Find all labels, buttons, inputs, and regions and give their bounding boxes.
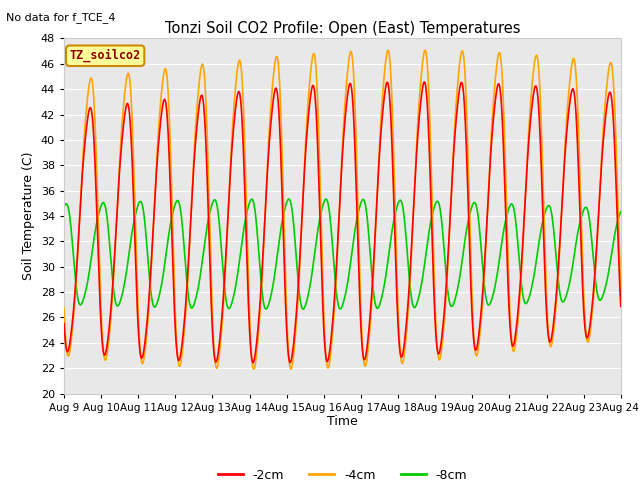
Legend: -2cm, -4cm, -8cm: -2cm, -4cm, -8cm [212, 464, 472, 480]
X-axis label: Time: Time [327, 415, 358, 429]
Text: TZ_soilco2: TZ_soilco2 [70, 49, 141, 62]
Text: No data for f_TCE_4: No data for f_TCE_4 [6, 12, 116, 23]
Title: Tonzi Soil CO2 Profile: Open (East) Temperatures: Tonzi Soil CO2 Profile: Open (East) Temp… [164, 21, 520, 36]
Y-axis label: Soil Temperature (C): Soil Temperature (C) [22, 152, 35, 280]
